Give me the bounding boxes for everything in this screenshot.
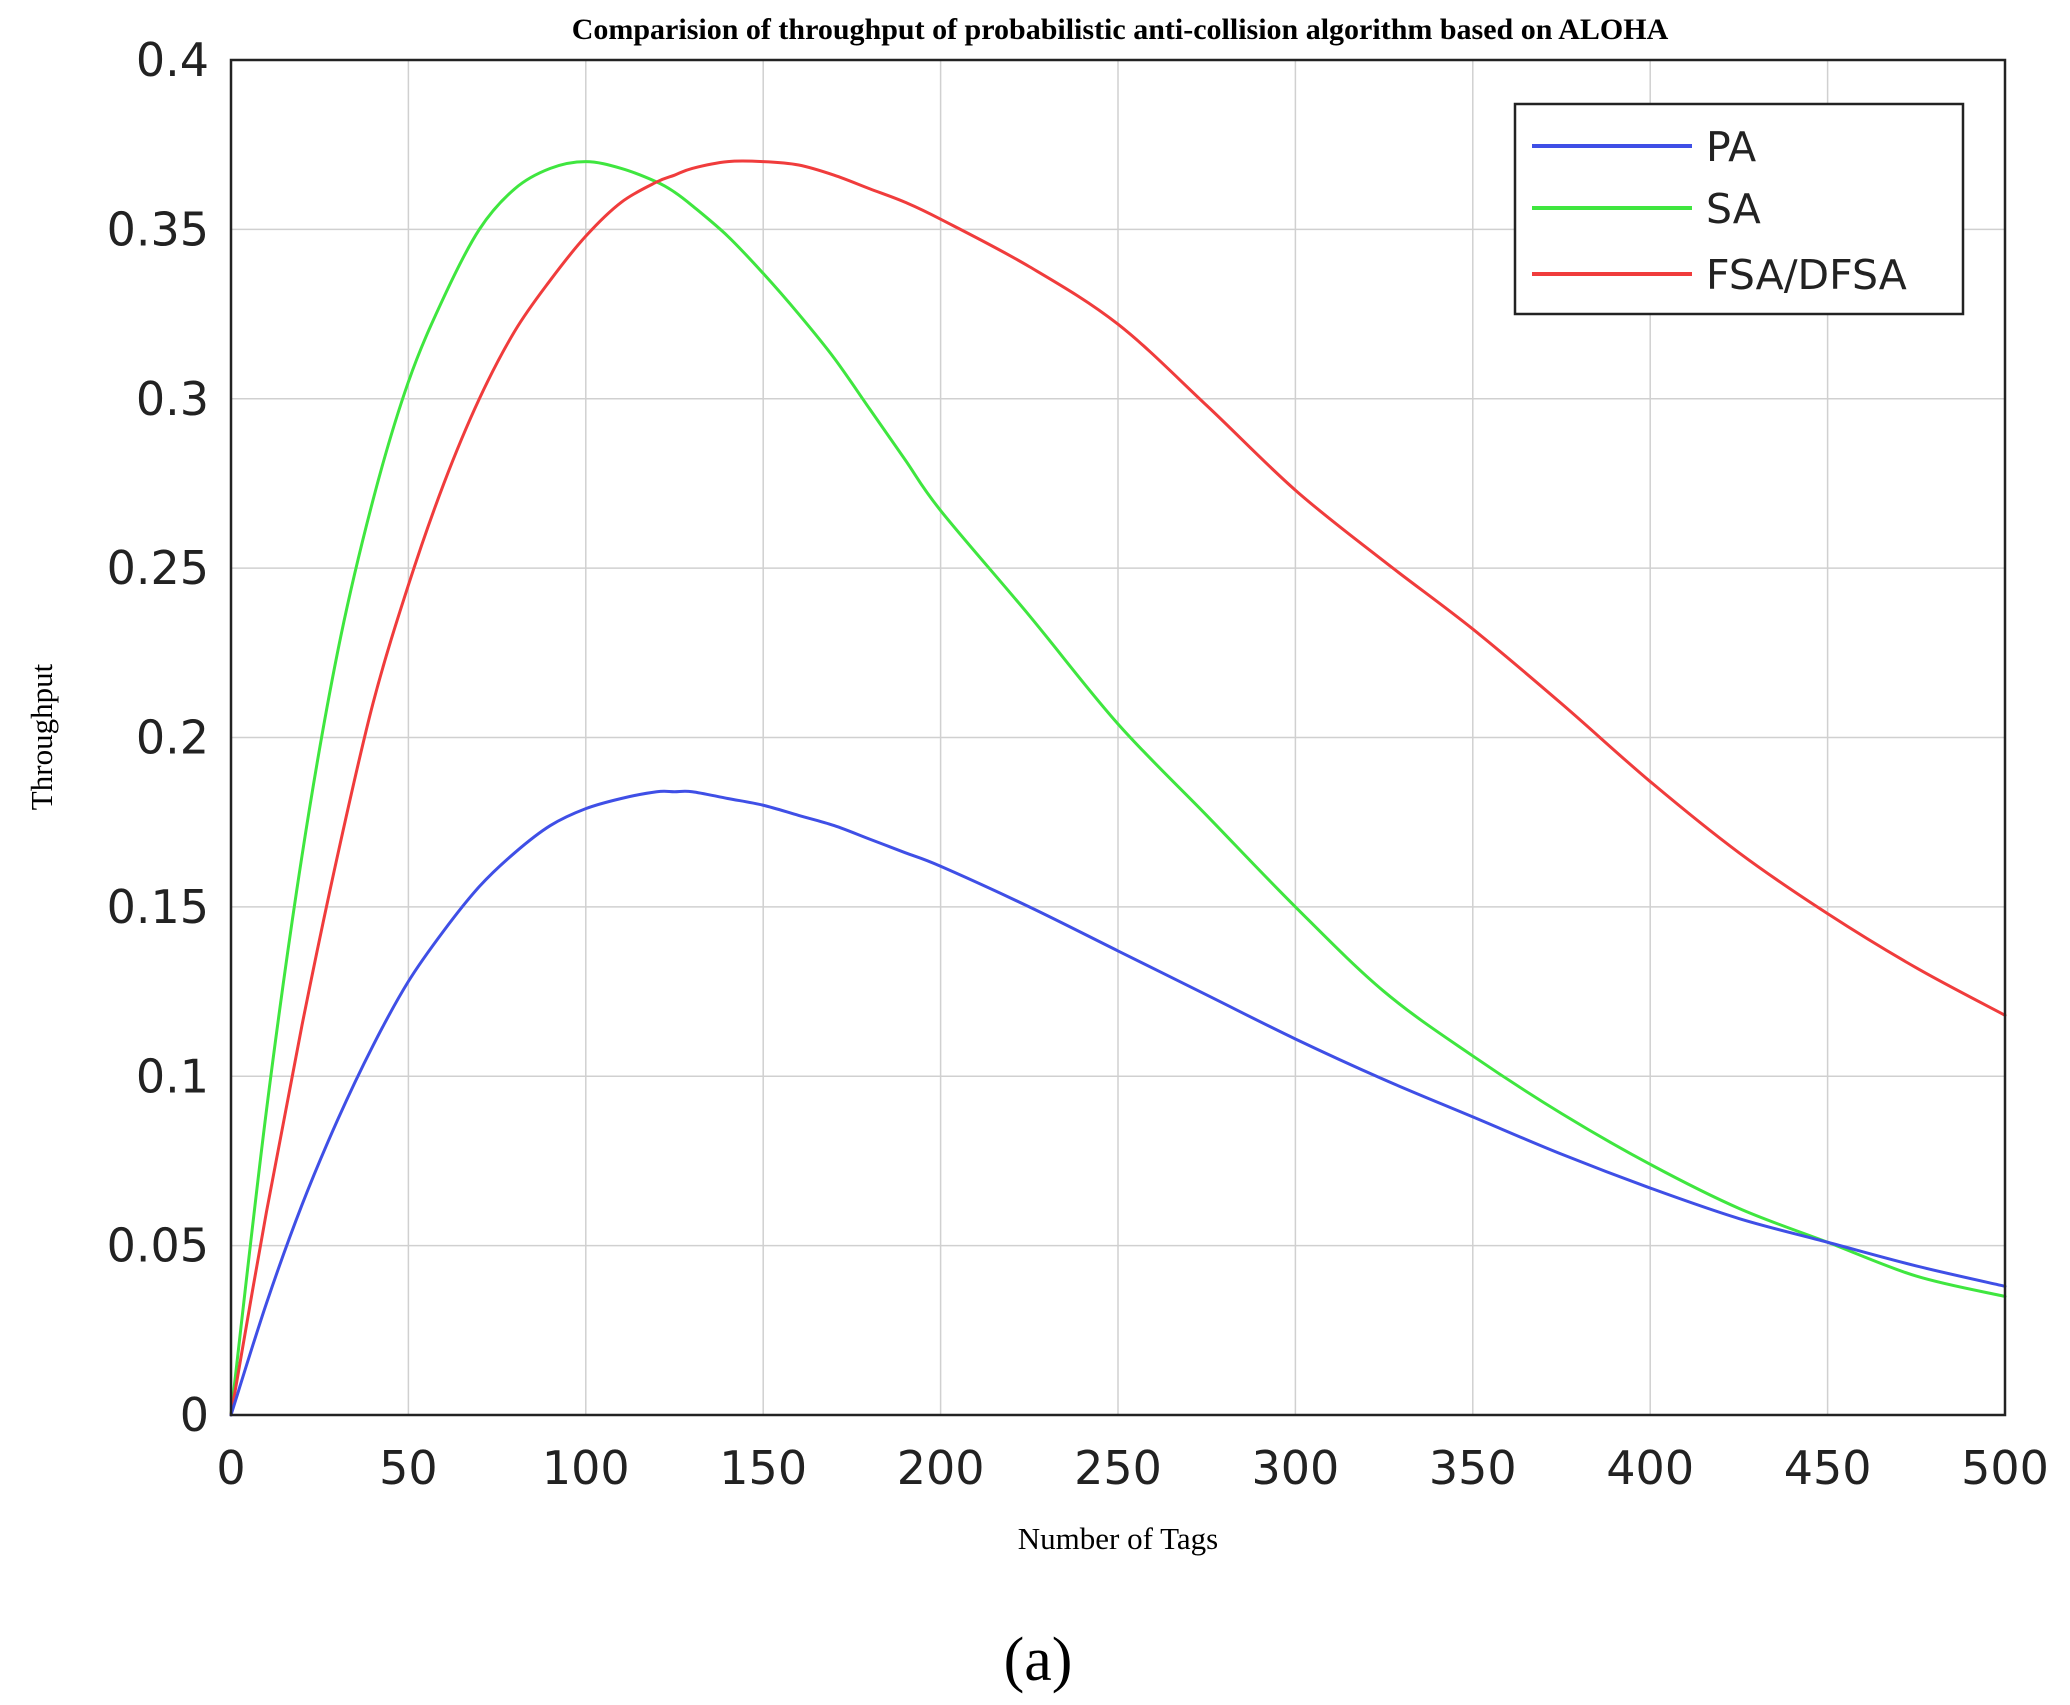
y-tick-label: 0 [180,1388,209,1442]
y-tick-label: 0.05 [107,1219,209,1273]
y-tick-label: 0.15 [107,880,209,934]
x-tick-label: 300 [1251,1441,1339,1495]
chart-title: Comparision of throughput of probabilist… [572,13,1669,46]
y-axis-label: Throughput [24,663,59,810]
y-tick-label: 0.3 [136,372,209,426]
x-tick-label: 500 [1961,1441,2049,1495]
y-axis-ticks: 0 0.05 0.1 0.15 0.2 0.25 0.3 0.35 0.4 [107,33,209,1442]
series-group [229,159,2007,1417]
series-line-pa [229,789,2007,1417]
x-axis-ticks: 0 50 100 150 200 250 300 350 400 450 500 [216,1441,2049,1495]
series-line-fsa-dfsa [229,159,2007,1417]
x-tick-label: 50 [379,1441,438,1495]
x-tick-label: 250 [1074,1441,1162,1495]
x-axis-label: Number of Tags [1018,1521,1218,1556]
legend-label-sa: SA [1706,185,1761,233]
legend-label-fsa-dfsa: FSA/DFSA [1706,251,1907,299]
x-tick-label: 400 [1606,1441,1694,1495]
series-line-sa [229,160,2007,1417]
legend: PA SA FSA/DFSA [1513,102,1965,316]
y-tick-label: 0.2 [136,711,209,765]
legend-label-pa: PA [1706,123,1756,171]
y-tick-label: 0.4 [136,33,209,87]
x-tick-label: 450 [1784,1441,1872,1495]
y-tick-label: 0.25 [107,541,209,595]
x-tick-label: 100 [542,1441,630,1495]
x-tick-label: 350 [1429,1441,1517,1495]
plot-frame [229,58,2007,1417]
x-tick-label: 150 [719,1441,807,1495]
x-tick-label: 0 [216,1441,245,1495]
y-tick-label: 0.35 [107,202,209,256]
figure-caption: (a) [1004,1626,1073,1694]
y-tick-label: 0.1 [136,1049,209,1103]
x-tick-label: 200 [897,1441,985,1495]
